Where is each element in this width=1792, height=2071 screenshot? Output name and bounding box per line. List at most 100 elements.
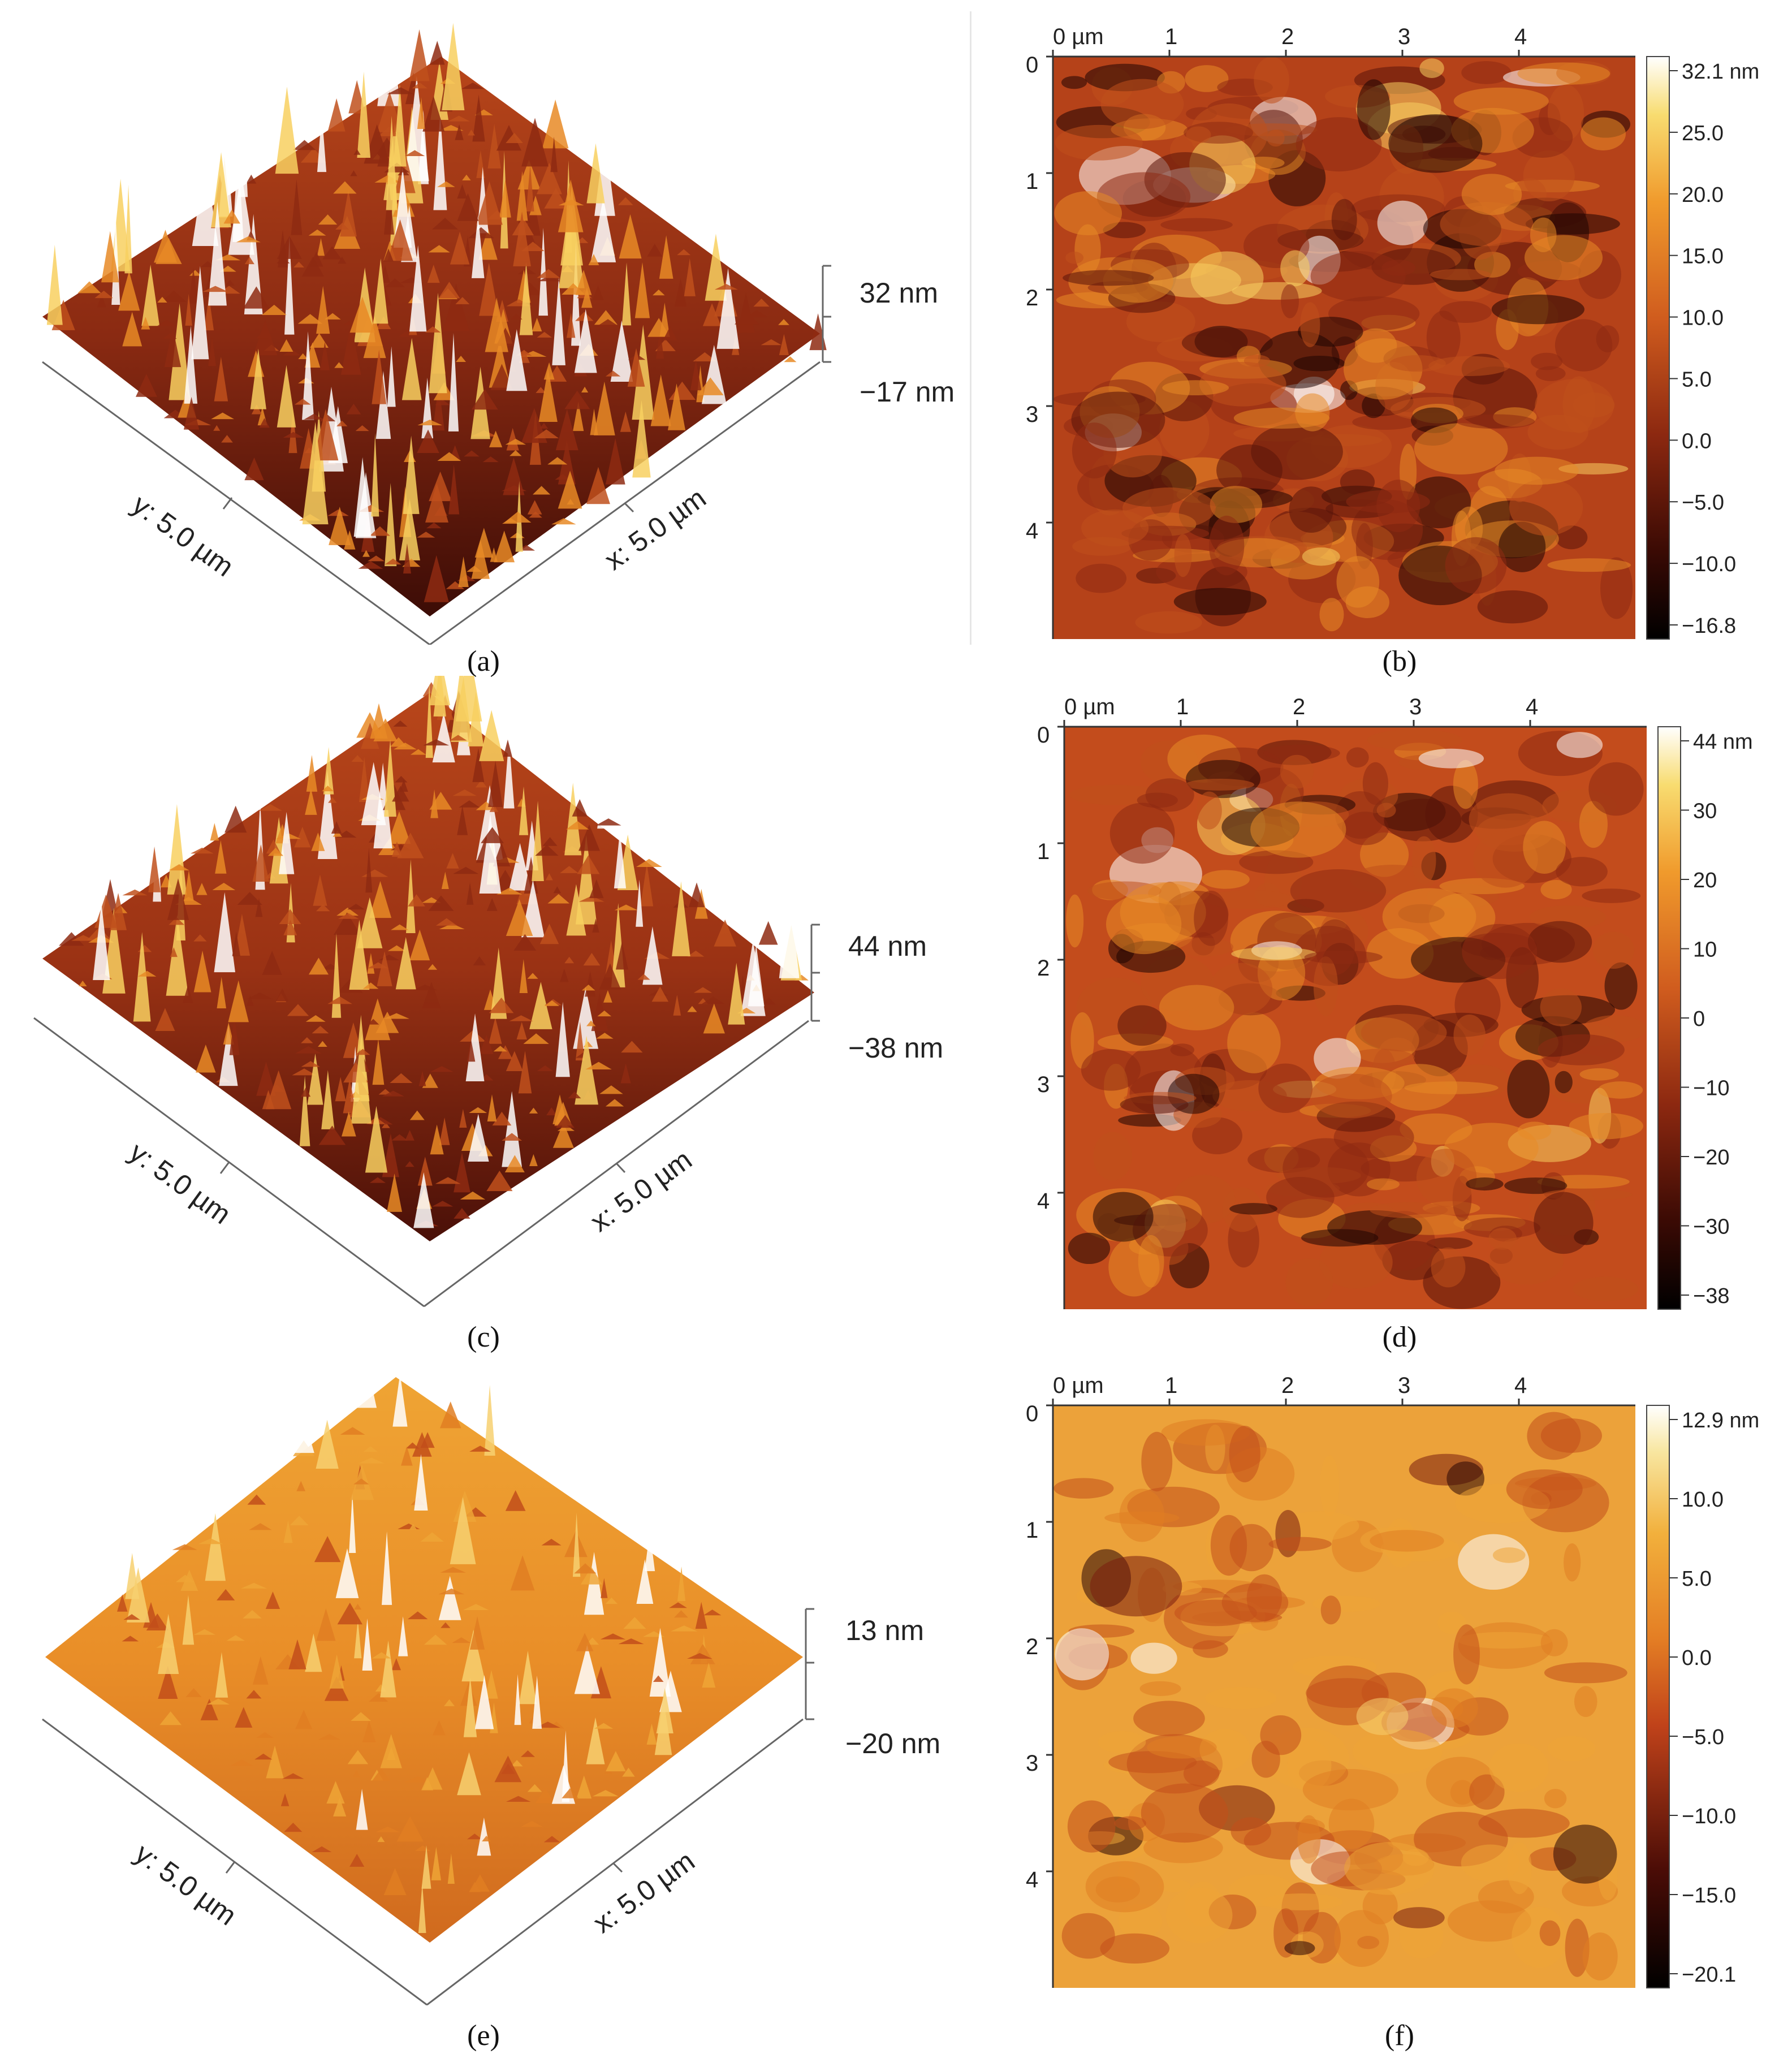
surface-peak [391, 842, 402, 857]
scale-label: −5.0 [1682, 1725, 1724, 1749]
surface-feature [1556, 857, 1608, 887]
surface-peak [496, 125, 522, 151]
surface-feature [1573, 1276, 1639, 1301]
panel-b: 0 µm 1 2 3 4 0 1 2 3 4 32.1 nm 25.0 20.0 15.0 10.0 5.… [973, 0, 1792, 673]
surface-feature [1267, 130, 1285, 147]
surface-feature [1284, 1941, 1315, 1956]
surface-peak [262, 951, 282, 975]
surface-peak [155, 1008, 175, 1032]
surface-peak [479, 1034, 494, 1054]
surface-peak [247, 1494, 266, 1505]
surface-feature [1535, 379, 1614, 433]
surface-peak [505, 1490, 526, 1511]
surface-peak [237, 892, 262, 905]
surface-peak [385, 482, 397, 567]
y-axis-label: y: 5.0 µm [127, 489, 240, 583]
surface-feature [1327, 1210, 1422, 1245]
surface-feature [1370, 1202, 1448, 1218]
surface-feature [1376, 802, 1396, 818]
surface-peak [740, 940, 766, 1016]
surface-feature [1346, 490, 1430, 514]
surface-peak [141, 317, 150, 330]
surface-peak [372, 1768, 391, 1781]
surface-feature [1466, 1177, 1504, 1191]
surface-peak [322, 786, 334, 792]
y-tick-label: 0 [1037, 723, 1050, 748]
surface-peak [405, 1161, 414, 1167]
surface-feature [1098, 1731, 1146, 1754]
surface-peak [484, 1385, 495, 1456]
surface-peak [318, 1125, 346, 1145]
surface-peak [214, 892, 236, 973]
map-features [1053, 57, 1633, 634]
surface-peak [600, 1633, 626, 1639]
surface-peak [618, 197, 633, 205]
surface-feature [1300, 302, 1320, 347]
surface-feature [1290, 869, 1387, 913]
surface-peak [161, 290, 187, 303]
surface-peak [369, 881, 392, 918]
surface-peak [529, 982, 552, 1029]
surface-feature [1531, 352, 1563, 370]
surface-peak [465, 1013, 485, 1082]
surface-feature [1554, 319, 1613, 372]
surface-peak [430, 1124, 444, 1155]
surface-feature [1574, 1686, 1597, 1718]
x-tick-label: 1 [1165, 24, 1177, 49]
surface-feature [1440, 202, 1534, 247]
surface-feature [1145, 778, 1194, 812]
surface-feature [1093, 1132, 1132, 1181]
surface-peak [470, 1616, 485, 1650]
surface-feature [1439, 301, 1492, 323]
surface-feature [1304, 950, 1383, 964]
surface-peak [382, 1122, 390, 1128]
surface-peak [558, 439, 576, 485]
surface-peak [492, 1111, 512, 1126]
surface-peak [361, 762, 386, 826]
surface-feature [1065, 251, 1084, 264]
surface-peak [321, 1070, 335, 1129]
surface-peak [225, 279, 235, 286]
surface-feature [1229, 1425, 1260, 1483]
surface-peak [369, 526, 391, 536]
surface-peak [284, 236, 295, 335]
surface-feature [1547, 558, 1631, 572]
surface-feature [1095, 1876, 1141, 1902]
surface-peak [523, 1033, 549, 1044]
surface-peak [536, 387, 546, 393]
surface-peak [487, 1094, 497, 1122]
surface-peak [674, 1610, 688, 1618]
surface-peak [597, 740, 622, 829]
surface-peak [283, 1520, 293, 1543]
panel-b-height-map: 0 µm 1 2 3 4 0 1 2 3 4 32.1 nm 25.0 20.0 15.0 10.0 5.… [1026, 24, 1759, 640]
surface-peak [493, 1046, 507, 1052]
surface-feature [1255, 883, 1280, 907]
surface-feature [1553, 1824, 1617, 1884]
surface-peak [450, 231, 470, 265]
surface-peak [702, 1663, 716, 1688]
surface-feature [1106, 894, 1182, 955]
surface-peak [469, 1107, 487, 1114]
x-tick-label: 0 µm [1064, 694, 1115, 719]
surface-peak [471, 215, 485, 278]
surface-feature [1388, 114, 1483, 173]
surface-peak [406, 859, 416, 934]
surface-peak [373, 258, 388, 324]
surface-peak [646, 1723, 657, 1745]
surface-peak [461, 1629, 486, 1682]
surface-peak [101, 231, 119, 283]
surface-peak [335, 1077, 346, 1102]
surface-peak [299, 1075, 310, 1146]
scale-label: −38 [1693, 1284, 1729, 1308]
surface-peak [448, 115, 470, 122]
surface-feature [1310, 251, 1406, 301]
surface-peak [313, 409, 339, 461]
surface-peak [283, 432, 304, 438]
surface-feature [1070, 1012, 1094, 1069]
surface-peak [690, 1643, 715, 1664]
surface-peak [529, 511, 542, 518]
surface-feature [1517, 1121, 1552, 1140]
surface-peak [429, 292, 447, 394]
panel-f: 0 µm 1 2 3 4 0 1 2 3 4 12.9 nm 10.0 5.0 0.0 −5.0 −10.… [973, 1352, 1792, 2042]
surface-peak [455, 124, 464, 140]
